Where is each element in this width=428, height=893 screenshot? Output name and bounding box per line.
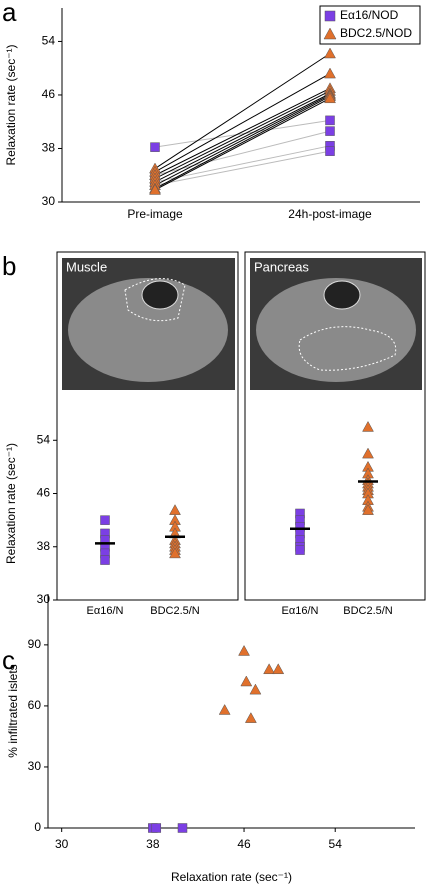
- triangle-marker: [169, 547, 181, 559]
- y-axis-label: Relaxation rate (sec⁻¹): [4, 44, 18, 165]
- square-marker: [100, 515, 110, 525]
- triangle-marker: [218, 703, 231, 715]
- mri-image: [141, 280, 179, 310]
- triangle-marker: [362, 420, 374, 432]
- y-tick-label: 54: [42, 34, 56, 48]
- x-tick-label: 24h-post-image: [288, 207, 372, 221]
- square-marker: [177, 823, 188, 833]
- triangle-marker: [169, 504, 181, 515]
- triangle-marker: [249, 683, 262, 695]
- triangle-marker: [238, 644, 250, 656]
- image-title: Pancreas: [254, 259, 309, 274]
- triangle-marker: [362, 504, 374, 515]
- pair-line: [154, 97, 331, 191]
- legend-label: Eα16/NOD: [340, 8, 399, 22]
- x-tick-label: 46: [237, 837, 251, 851]
- y-tick-label: 54: [37, 432, 51, 446]
- legend-swatch: [324, 10, 336, 22]
- x-tick-label: BDC2.5/N: [343, 605, 393, 617]
- y-tick-label: 90: [28, 637, 42, 651]
- pair-line: [154, 95, 331, 190]
- pair-line: [154, 87, 331, 176]
- square-marker: [151, 823, 162, 833]
- roi-outline: [124, 278, 186, 322]
- square-marker: [295, 545, 305, 555]
- triangle-marker: [324, 92, 336, 104]
- y-tick-label: 30: [42, 194, 56, 208]
- pair-line: [154, 94, 331, 186]
- triangle-marker: [272, 663, 285, 675]
- triangle-marker: [149, 183, 161, 195]
- y-tick-label: 0: [34, 820, 41, 834]
- pair-line: [154, 119, 331, 148]
- mri-image: [256, 278, 416, 382]
- triangle-marker: [324, 47, 336, 59]
- y-tick-label: 38: [42, 141, 56, 155]
- mri-image: [68, 278, 228, 382]
- panel-frame: [244, 251, 426, 601]
- x-tick-label: 38: [146, 837, 160, 851]
- y-axis-label: % infiltrated islets: [6, 664, 20, 757]
- y-tick-label: 30: [37, 592, 51, 606]
- x-tick-label: Eα16/N: [87, 605, 124, 617]
- pair-line: [154, 90, 331, 180]
- square-marker: [150, 142, 160, 152]
- pair-line: [154, 53, 331, 169]
- image-title: Muscle: [66, 259, 107, 274]
- y-tick-label: 38: [37, 539, 51, 553]
- square-marker: [325, 126, 335, 136]
- square-marker: [325, 115, 335, 126]
- triangle-marker: [244, 712, 257, 723]
- x-tick-label: 30: [55, 837, 69, 851]
- triangle-marker: [263, 663, 276, 675]
- mri-image: [323, 280, 361, 310]
- pair-line: [154, 145, 331, 183]
- y-tick-label: 46: [37, 486, 51, 500]
- x-tick-label: Eα16/N: [282, 605, 319, 617]
- triangle-marker: [324, 67, 336, 79]
- y-tick-label: 30: [28, 759, 42, 773]
- x-tick-label: BDC2.5/N: [150, 605, 200, 617]
- x-tick-label: 54: [329, 837, 343, 851]
- y-axis-label: Relaxation rate (sec⁻¹): [4, 443, 18, 564]
- pair-line: [154, 93, 331, 183]
- y-tick-label: 46: [42, 87, 56, 101]
- pair-line: [154, 150, 331, 186]
- roi-outline: [298, 326, 397, 371]
- pair-line: [154, 130, 331, 176]
- triangle-marker: [362, 447, 374, 459]
- square-marker: [100, 555, 110, 565]
- x-tick-label: Pre-image: [127, 207, 183, 221]
- panel-label: a: [2, 0, 17, 27]
- pair-line: [154, 73, 331, 173]
- legend-box: [319, 5, 421, 45]
- x-axis-label: Relaxation rate (sec⁻¹): [171, 870, 292, 884]
- square-marker: [325, 146, 335, 156]
- legend-swatch: [323, 27, 337, 40]
- legend-label: BDC2.5/NOD: [340, 26, 412, 40]
- y-tick-label: 60: [28, 698, 42, 712]
- triangle-marker: [240, 675, 253, 687]
- panel-label: b: [2, 251, 16, 281]
- panel-label: c: [2, 645, 15, 675]
